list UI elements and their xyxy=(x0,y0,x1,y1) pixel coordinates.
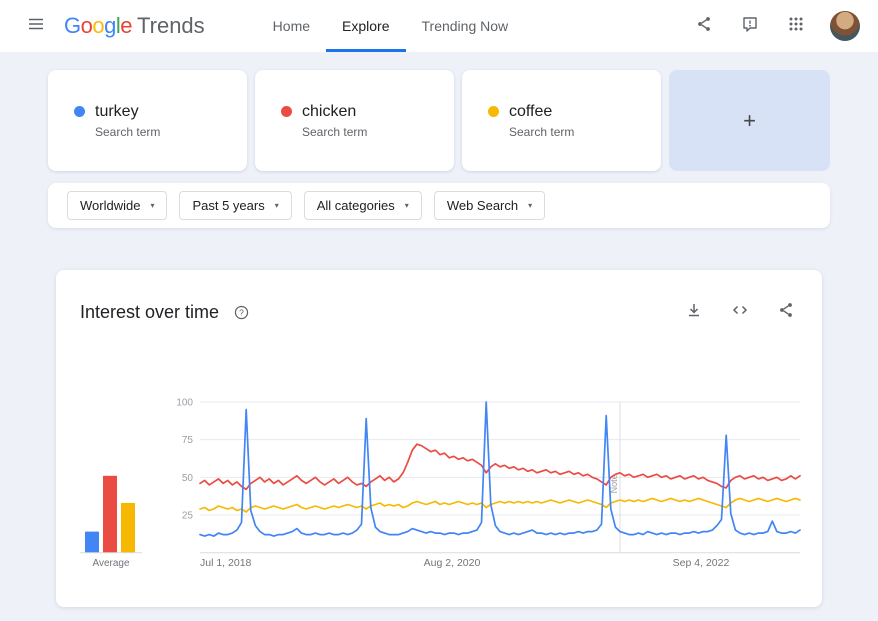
top-bar: Google Trends Home Explore Trending Now xyxy=(0,0,878,52)
interest-over-time-widget: Interest over time ? xyxy=(56,270,822,607)
average-bar-chart[interactable]: Average xyxy=(80,386,160,570)
share-button[interactable] xyxy=(684,6,724,46)
chevron-down-icon: ▾ xyxy=(150,201,155,210)
term-type-label: Search term xyxy=(509,124,575,139)
series-line-turkey[interactable] xyxy=(199,401,801,537)
menu-button[interactable] xyxy=(16,6,56,46)
tab-explore[interactable]: Explore xyxy=(326,0,406,52)
region-filter-dropdown[interactable]: Worldwide ▾ xyxy=(67,191,168,220)
download-icon xyxy=(685,301,703,324)
feedback-icon xyxy=(741,15,759,38)
share-icon xyxy=(777,301,795,324)
term-name: turkey xyxy=(95,102,139,120)
help-button[interactable]: ? xyxy=(229,300,253,324)
comparison-terms-row: turkey Search term chicken Search term c… xyxy=(48,70,830,171)
help-icon: ? xyxy=(234,305,248,319)
plus-icon: + xyxy=(743,107,756,133)
series-line-coffee[interactable] xyxy=(199,497,801,513)
term-type-label: Search term xyxy=(95,124,161,139)
average-bar-coffee[interactable] xyxy=(121,503,135,553)
x-tick-label: Jul 1, 2018 xyxy=(200,557,252,569)
share-icon xyxy=(695,15,713,38)
average-label: Average xyxy=(92,558,130,569)
chevron-down-icon: ▾ xyxy=(274,201,279,210)
filters-bar: Worldwide ▾ Past 5 years ▾ All categorie… xyxy=(48,183,830,228)
tab-home[interactable]: Home xyxy=(272,18,311,34)
apps-grid-icon xyxy=(787,15,805,38)
term-color-dot xyxy=(488,105,499,117)
average-bar-chicken[interactable] xyxy=(103,475,117,553)
y-tick-label: 75 xyxy=(182,435,194,446)
primary-nav: Home Explore Trending Now xyxy=(257,0,524,52)
chevron-down-icon: ▾ xyxy=(528,201,533,210)
widget-header: Interest over time ? xyxy=(80,292,806,332)
category-filter-dropdown[interactable]: All categories ▾ xyxy=(303,191,422,220)
filter-label: Worldwide xyxy=(80,198,141,213)
embed-code-icon xyxy=(731,301,749,324)
y-tick-label: 25 xyxy=(182,511,194,522)
svg-text:?: ? xyxy=(239,307,244,317)
widget-title: Interest over time xyxy=(80,301,220,322)
embed-button[interactable] xyxy=(720,292,760,332)
y-tick-label: 50 xyxy=(182,473,194,484)
x-tick-label: Sep 4, 2022 xyxy=(673,557,730,569)
time-range-filter-dropdown[interactable]: Past 5 years ▾ xyxy=(179,191,292,220)
note-marker-label: Note xyxy=(609,474,619,493)
term-color-dot xyxy=(74,105,85,117)
trends-wordmark: Trends xyxy=(137,13,205,38)
term-card-chicken[interactable]: chicken Search term xyxy=(255,70,454,171)
x-tick-label: Aug 2, 2020 xyxy=(424,557,481,569)
top-actions xyxy=(684,6,864,46)
chevron-down-icon: ▾ xyxy=(404,201,409,210)
hamburger-menu-icon xyxy=(27,15,45,38)
search-type-filter-dropdown[interactable]: Web Search ▾ xyxy=(433,191,546,220)
term-card-coffee[interactable]: coffee Search term xyxy=(462,70,661,171)
average-bar-turkey[interactable] xyxy=(85,531,99,553)
term-card-turkey[interactable]: turkey Search term xyxy=(48,70,247,171)
google-wordmark: Google xyxy=(64,13,133,38)
filter-label: All categories xyxy=(316,198,395,213)
avatar[interactable] xyxy=(830,11,860,41)
google-trends-logo[interactable]: Google Trends xyxy=(64,13,205,39)
term-color-dot xyxy=(281,105,292,117)
filter-label: Web Search xyxy=(446,198,519,213)
apps-button[interactable] xyxy=(776,6,816,46)
filter-label: Past 5 years xyxy=(192,198,265,213)
tab-trending-now[interactable]: Trending Now xyxy=(421,18,509,34)
widget-actions xyxy=(674,292,806,332)
term-type-label: Search term xyxy=(302,124,368,139)
interest-line-chart[interactable]: 25 50 75 100 Note Jul 1, 2018 Aug 2, 2020 Sep 4… xyxy=(164,386,806,570)
feedback-button[interactable] xyxy=(730,6,770,46)
term-name: chicken xyxy=(302,102,357,120)
term-name: coffee xyxy=(509,102,553,120)
y-tick-label: 100 xyxy=(176,398,193,409)
chart-body: Average 25 50 75 100 Note Jul 1, 2018 Aug 2, 2… xyxy=(80,386,806,570)
download-button[interactable] xyxy=(674,292,714,332)
series-line-chicken[interactable] xyxy=(199,443,801,491)
widget-share-button[interactable] xyxy=(766,292,806,332)
add-comparison-button[interactable]: + xyxy=(669,70,830,171)
